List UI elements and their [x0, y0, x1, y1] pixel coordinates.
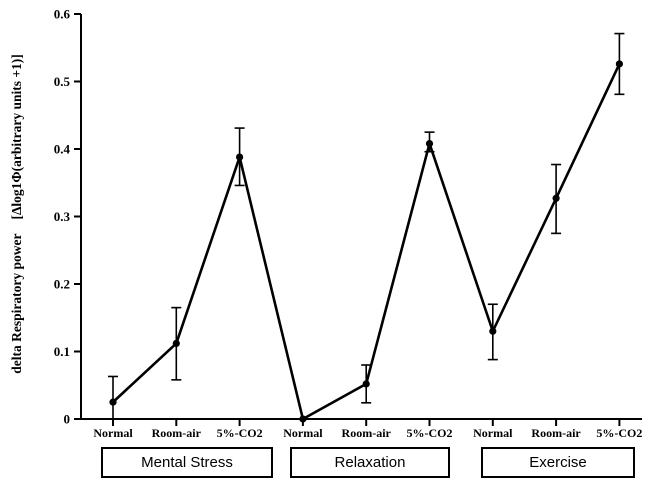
y-axis-label-unit: [Δlog1Φ(arbitrary units +1)] — [9, 54, 24, 219]
y-ticks: 0 0.1 0.2 0.3 0.4 0.5 0.6 — [54, 7, 81, 427]
data-point — [109, 398, 117, 406]
y-axis-label: delta Respiratory power [Δlog1Φ(arbitrary… — [9, 54, 24, 374]
data-points — [109, 60, 624, 423]
y-tick-label: 0.2 — [54, 277, 70, 292]
data-point — [489, 327, 497, 335]
y-tick-label: 0.6 — [54, 7, 71, 22]
y-axis-label-main: delta Respiratory power — [9, 234, 24, 374]
group-label-exercise: Exercise — [481, 447, 635, 478]
x-tick-label: Room-air — [531, 426, 581, 440]
y-tick-label: 0.5 — [54, 74, 71, 89]
x-tick-label: Room-air — [152, 426, 202, 440]
group-label-mental-stress: Mental Stress — [101, 447, 273, 478]
x-tick-label: Normal — [283, 426, 323, 440]
error-bars — [108, 32, 625, 420]
y-tick-label: 0.4 — [54, 142, 71, 157]
data-point — [425, 140, 434, 148]
x-tick-label: Room-air — [342, 426, 392, 440]
x-tick-label: Normal — [93, 426, 133, 440]
data-point — [172, 339, 180, 347]
data-point — [552, 194, 560, 202]
data-point — [299, 415, 307, 423]
x-tick-label: 5%-CO2 — [217, 426, 263, 440]
group-label-relaxation: Relaxation — [290, 447, 450, 478]
x-ticks: Normal Room-air 5%-CO2 Normal Room-air 5%-CO2… — [93, 419, 642, 440]
svg-text:delta Respiratory power[Δlog1Φ: delta Respiratory power [Δlog1Φ(arbitrary… — [9, 54, 24, 374]
x-tick-label: 5%-CO2 — [407, 426, 453, 440]
x-tick-label: 5%-CO2 — [596, 426, 642, 440]
data-point — [362, 380, 370, 388]
y-tick-label: 0.1 — [54, 344, 70, 359]
x-tick-label: Normal — [473, 426, 513, 440]
y-tick-label: 0 — [64, 412, 71, 427]
data-point — [236, 153, 244, 161]
y-tick-label: 0.3 — [54, 209, 71, 224]
data-point — [615, 60, 624, 68]
